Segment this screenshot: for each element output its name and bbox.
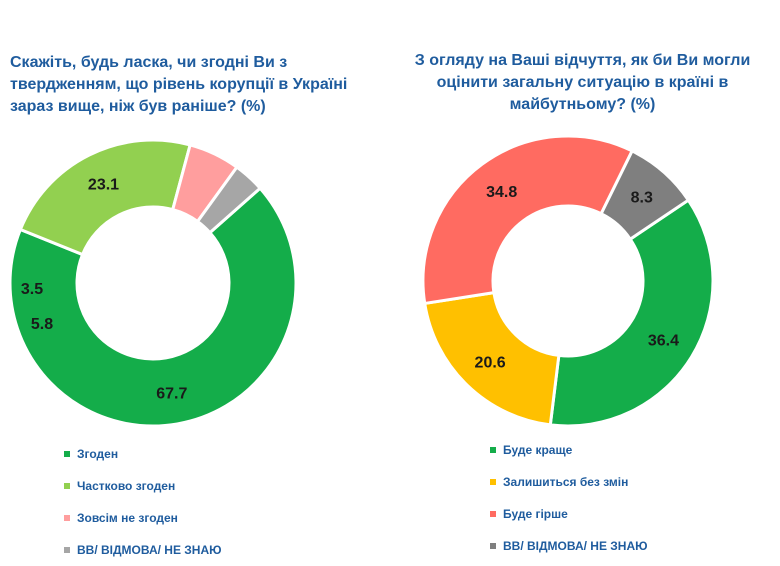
legend-label: Згоден [77,447,119,461]
donut-chart-corruption: 67.7 23.1 5.8 3.5 [8,138,298,428]
slice-data-label: 23.1 [88,177,119,194]
chart-legend: Буде краще Залишиться без змін Буде гірш… [490,434,648,562]
legend-swatch [64,483,70,489]
legend-label: ВВ/ ВІДМОВА/ НЕ ЗНАЮ [77,543,222,557]
chart-legend: Згоден Частково згоден Зовсім не згоден … [64,438,222,566]
slice-data-label: 36.4 [648,333,679,350]
slice-data-label: 67.7 [156,385,187,402]
legend-swatch [490,511,496,517]
legend-item: Буде краще [490,434,648,466]
legend-item: ВВ/ ВІДМОВА/ НЕ ЗНАЮ [64,534,222,566]
chart-panel-corruption: Скажіть, будь ласка, чи згодні Ви з твер… [0,0,390,557]
donut-slice-1 [548,198,715,428]
donut-slice-2 [18,138,192,257]
legend-item: Буде гірше [490,498,648,530]
legend-item: Залишиться без змін [490,466,648,498]
legend-item: Зовсім не згоден [64,502,222,534]
legend-swatch [64,451,70,457]
slice-data-label: 20.6 [475,354,506,371]
legend-item: ВВ/ ВІДМОВА/ НЕ ЗНАЮ [490,530,648,562]
legend-swatch [490,447,496,453]
chart-title: З огляду на Ваші відчуття, як би Ви могл… [414,52,751,113]
legend-label: Буде гірше [503,507,568,521]
donut-slice-4 [195,165,263,235]
legend-label: Буде краще [503,443,573,457]
donut-slice-3 [421,134,635,306]
chart-panel-future: З огляду на Ваші відчуття, як би Ви могл… [390,0,780,553]
legend-label: Частково згоден [77,479,176,493]
legend-swatch [490,479,496,485]
legend-item: Згоден [64,438,222,470]
legend-swatch [64,515,70,521]
chart-title: Скажіть, будь ласка, чи згодні Ви з твер… [10,54,348,115]
legend-label: Залишиться без змін [503,475,629,489]
donut-slice-4 [599,148,691,242]
legend-label: ВВ/ ВІДМОВА/ НЕ ЗНАЮ [503,539,648,553]
legend-swatch [490,543,496,549]
slice-data-label: 3.5 [21,281,43,298]
legend-swatch [64,547,70,553]
legend-item: Частково згоден [64,470,222,502]
donut-slice-2 [423,290,561,427]
legend-label: Зовсім не згоден [77,511,178,525]
donut-chart-future: 36.4 20.6 34.8 8.3 [421,134,715,428]
slice-data-label: 5.8 [31,316,53,333]
donut-slice-1 [8,186,298,428]
slice-data-label: 34.8 [486,184,517,201]
slice-data-label: 8.3 [631,190,653,207]
